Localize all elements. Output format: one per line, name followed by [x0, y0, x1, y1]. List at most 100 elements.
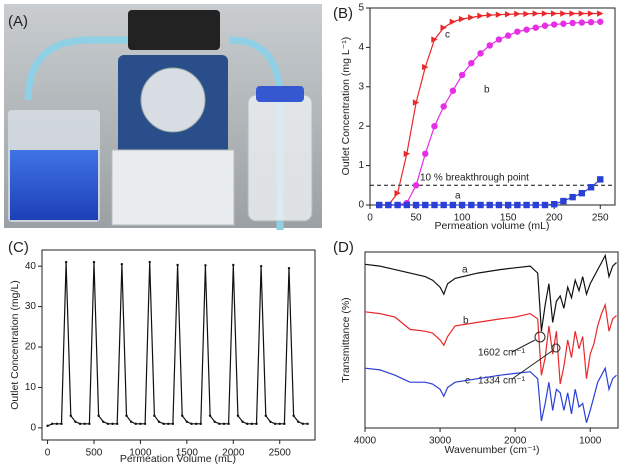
point	[587, 10, 595, 17]
point	[259, 264, 263, 268]
highlight-circle	[551, 343, 561, 353]
y-tick-label: 40	[25, 261, 37, 272]
point	[120, 262, 124, 266]
point	[449, 201, 457, 209]
point	[597, 10, 604, 17]
panel-label: (D)	[333, 239, 354, 256]
pump-head	[128, 10, 220, 50]
x-tick-label: 2000	[504, 436, 527, 447]
y-tick-label: 5	[358, 3, 364, 14]
point	[551, 10, 558, 17]
point	[504, 11, 512, 18]
y-axis-label: Outlet Concentration (mg L⁻¹)	[340, 37, 352, 176]
point	[297, 420, 300, 424]
y-axis-label: Outlet Concentration (mg/L)	[9, 280, 21, 410]
point	[236, 414, 240, 417]
point	[431, 36, 438, 43]
pointer	[511, 350, 553, 380]
point	[69, 414, 72, 417]
panel-label: (C)	[8, 239, 29, 256]
point	[486, 201, 493, 209]
point	[458, 201, 466, 209]
pump-rotor	[140, 67, 206, 133]
series-label: a	[455, 191, 461, 202]
highlight-circle	[534, 331, 546, 343]
point	[199, 422, 202, 426]
blue-liquid	[10, 150, 98, 220]
point	[204, 264, 207, 267]
tube	[24, 36, 130, 101]
point	[194, 422, 198, 426]
y-tick-label: 3	[358, 81, 364, 92]
point	[292, 414, 295, 417]
point	[597, 176, 604, 183]
pump-stand	[111, 149, 235, 226]
point	[78, 422, 82, 426]
point	[477, 201, 484, 209]
point	[264, 414, 267, 417]
point	[241, 420, 244, 424]
y-tick-label: 20	[25, 342, 37, 353]
point	[171, 422, 175, 426]
point	[148, 260, 151, 264]
x-tick-label: 1000	[129, 448, 152, 459]
point	[412, 201, 420, 209]
y-axis-label: Transmittance (%)	[340, 297, 352, 382]
point	[523, 201, 530, 209]
point	[514, 10, 521, 18]
x-tick-label: 3000	[429, 436, 452, 447]
point	[403, 150, 411, 157]
point	[578, 189, 586, 197]
point	[468, 201, 475, 209]
point	[440, 103, 447, 110]
series-label: c	[465, 376, 470, 387]
point	[97, 414, 100, 417]
point	[514, 201, 521, 209]
point	[143, 422, 147, 426]
point	[55, 422, 59, 426]
point	[504, 32, 512, 39]
point	[255, 422, 258, 426]
point	[532, 24, 539, 31]
y-tick-label: 10	[25, 382, 37, 393]
pointer	[511, 339, 536, 353]
point	[269, 420, 272, 424]
point	[532, 10, 539, 17]
point	[246, 422, 249, 426]
x-tick-label: 0	[367, 213, 373, 224]
x-tick-label: 100	[454, 213, 471, 224]
annotation: 1334 cm⁻¹	[478, 376, 526, 387]
point	[569, 19, 576, 27]
point	[431, 201, 438, 209]
point	[587, 18, 595, 26]
point	[60, 422, 63, 426]
point	[440, 24, 447, 31]
series-line	[364, 302, 617, 385]
point	[376, 201, 383, 209]
series-label: c	[445, 30, 450, 41]
series-label: a	[462, 265, 468, 276]
point	[287, 266, 291, 270]
point	[560, 20, 567, 27]
point	[412, 99, 420, 106]
point	[139, 422, 142, 426]
point	[394, 189, 401, 197]
point	[116, 422, 119, 426]
y-tick-label: 2	[358, 121, 364, 132]
point	[301, 422, 305, 426]
point	[176, 263, 179, 267]
point	[394, 201, 401, 209]
bottle-cap	[256, 86, 304, 102]
point	[153, 414, 156, 417]
y-tick-label: 30	[25, 301, 37, 312]
point	[278, 422, 281, 426]
point	[578, 10, 586, 17]
point	[157, 420, 161, 424]
point	[504, 201, 512, 209]
point	[422, 150, 429, 157]
point	[83, 422, 86, 426]
point	[92, 260, 96, 264]
point	[273, 422, 277, 426]
series-line	[47, 262, 308, 427]
